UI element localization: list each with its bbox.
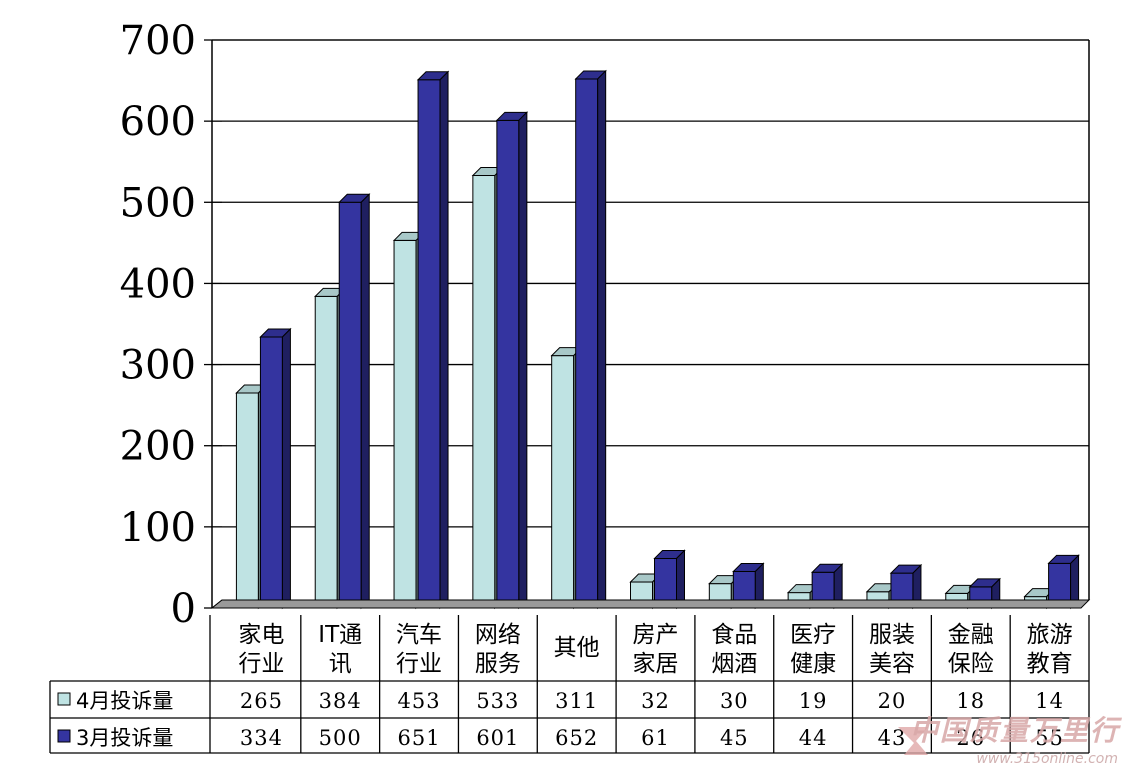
table-value: 43 [878,726,907,750]
category-label: 旅游 [1027,622,1073,648]
table-value: 311 [555,689,598,713]
y-axis: 0 100 200 300 400 500 600 700 [120,18,212,632]
y-tick-label: 600 [120,99,196,145]
bar-side [360,193,370,610]
watermark-text: 中国质量万里行 [909,714,1120,747]
table-value: 651 [397,726,440,750]
bar-front [551,355,575,609]
watermark-url: www.315online.com [976,751,1118,767]
legend-label: 3月投诉量 [76,726,173,750]
legend-label: 4月投诉量 [76,689,173,713]
legend-swatch [57,729,71,743]
table-value: 32 [641,689,670,713]
category-label: 烟酒 [711,651,757,677]
y-tick-label: 100 [120,505,196,551]
category-label: 美容 [869,651,915,677]
y-tick-label: 300 [120,343,196,389]
category-label: 汽车 [396,622,442,648]
bar-side [439,70,449,610]
category-label: 其他 [554,635,600,661]
table-value: 20 [878,689,907,713]
table-value: 453 [397,689,440,713]
table-value: 652 [555,726,598,750]
bar-front [314,295,338,609]
table-value: 334 [240,726,283,750]
floor-plane [210,599,1091,609]
category-label: 网络 [475,622,521,648]
table-value: 19 [799,689,828,713]
category-label: 健康 [790,651,836,677]
table-value: 30 [720,689,749,713]
category-label: IT通 [318,622,362,648]
table-value: 384 [319,689,362,713]
category-label: 教育 [1027,651,1073,677]
category-label: 房产 [633,622,679,648]
y-tick-label: 200 [120,424,196,470]
chart-floor [210,599,1091,609]
bar-march [574,69,607,610]
category-label: 行业 [396,651,442,677]
table-value: 265 [240,689,283,713]
table-value: 533 [476,689,519,713]
bar-march [495,111,529,610]
category-label: 金融 [948,622,994,648]
table-value: 55 [1035,726,1064,750]
bar-front [417,79,441,609]
category-label: 讯 [329,651,352,677]
bar-side [676,549,685,610]
category-label: 行业 [238,651,284,677]
bar-front [235,392,259,609]
legend-swatch [57,692,71,706]
bar-front [393,239,417,609]
y-tick-label: 400 [120,261,196,307]
bar-march [259,327,292,610]
category-label: 保险 [948,651,994,677]
bar-march [1047,554,1080,610]
bar-march [810,563,844,610]
table-value: 26 [956,726,985,750]
bar-front [496,119,520,609]
bar-front [338,201,362,609]
y-tick-label: 0 [171,586,196,632]
bar-front [259,336,283,609]
bar-march [338,193,371,610]
bar-side [597,69,607,610]
table-value: 44 [799,726,828,750]
category-label: 家电 [238,622,284,648]
bar-march [416,70,450,610]
bar-front [472,175,496,609]
bar-side [281,327,291,610]
table-value: 601 [476,726,519,750]
table-value: 61 [641,726,670,750]
category-label: 服务 [475,651,521,677]
category-label: 食品 [711,622,757,648]
category-label: 家居 [633,651,679,677]
table-value: 18 [956,689,985,713]
category-label: 服装 [869,622,915,648]
category-label: 医疗 [790,622,836,648]
table-value: 45 [720,726,749,750]
bar-march [653,549,686,610]
bar-march [732,562,765,610]
table-value: 500 [319,726,362,750]
y-tick-label: 700 [120,18,196,64]
bar-front [575,78,599,609]
table-value: 14 [1035,689,1064,713]
bar-side [518,111,528,610]
watermark-logo [898,727,928,755]
y-tick-label: 500 [120,180,196,226]
